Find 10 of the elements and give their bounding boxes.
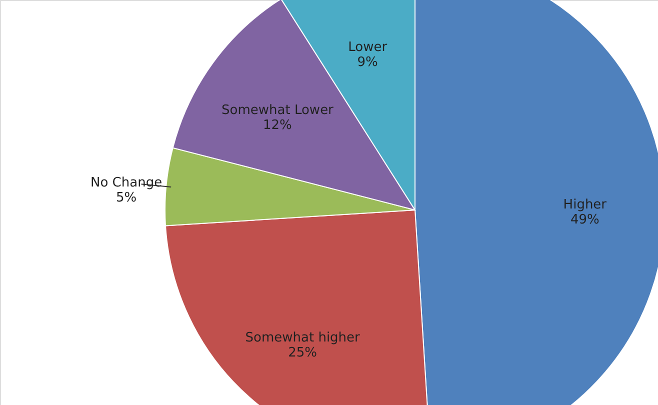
- slice-label: No Change: [90, 176, 162, 191]
- data-label: 49%: [570, 212, 600, 228]
- data-label: 5%: [116, 190, 137, 206]
- slice-label: Lower: [348, 40, 388, 55]
- data-label: 25%: [288, 346, 318, 361]
- slice-label: Somewhat Lower: [222, 103, 334, 118]
- slice-label: Higher: [563, 198, 608, 213]
- data-label: 9%: [357, 54, 378, 70]
- slice-label: Somewhat higher: [245, 330, 361, 346]
- data-label: 12%: [263, 118, 292, 134]
